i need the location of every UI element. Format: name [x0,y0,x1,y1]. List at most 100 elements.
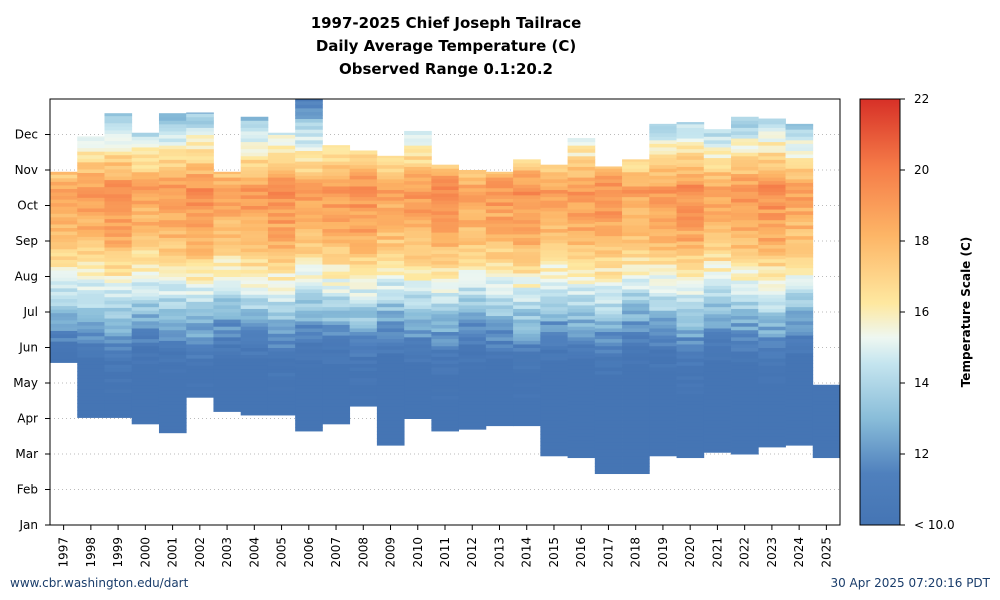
heatmap-cell [594,256,623,262]
heatmap-cell [295,99,323,102]
heatmap-cell [158,152,187,157]
heatmap-cell [649,193,677,198]
heatmap-cell [240,166,269,171]
heatmap-cell [131,406,160,411]
heatmap-cell [731,177,759,182]
colorbar-tick-label: 20 [914,163,929,177]
heatmap-cell [404,184,432,189]
chart-title-line-1: 1997-2025 Chief Joseph Tailrace [311,14,582,32]
heatmap-cell [186,322,214,327]
heatmap-cell [703,281,732,286]
heatmap-cell [458,230,487,235]
heatmap-cell [540,271,568,276]
heatmap-cell [785,434,814,439]
heatmap-cell [731,276,759,281]
heatmap-cell [622,462,650,467]
heatmap-cell [295,370,323,375]
heatmap-cell [376,367,405,372]
heatmap-cell [104,161,133,166]
heatmap-cell [594,299,623,304]
heatmap-cell [594,166,623,169]
heatmap-cell [594,434,623,439]
heatmap-cell [186,230,214,235]
heatmap-cell [540,441,568,446]
heatmap-cell [213,280,242,285]
heatmap-cell [77,360,105,365]
heatmap-cell [50,238,78,243]
heatmap-cell [567,145,596,150]
heatmap-cell [295,427,323,432]
heatmap-cell [213,187,242,192]
heatmap-cell [703,189,732,194]
heatmap-cell [322,146,351,151]
heatmap-cell [622,296,650,301]
heatmap-cell [567,383,596,388]
heatmap-cell [50,291,78,296]
heatmap-cell [622,274,650,279]
heatmap-cell [758,219,786,224]
heatmap-cell [758,418,786,423]
heatmap-cell [703,235,732,240]
heatmap-cell [104,129,133,134]
heatmap-cell [131,136,160,141]
heatmap-cell [703,317,732,322]
heatmap-cell [267,287,296,292]
heatmap-cell [458,375,487,380]
footer-source-link[interactable]: www.cbr.washington.edu/dart [10,576,189,590]
heatmap-cell [158,361,187,366]
heatmap-cell [322,168,351,173]
heatmap-cell [594,388,623,393]
heatmap-cell [540,196,568,201]
heatmap-cell [622,171,650,176]
heatmap-cell [785,228,814,233]
heatmap-cell [540,281,568,286]
heatmap-cell [703,193,732,198]
heatmap-cell [458,343,487,348]
heatmap-cell [295,139,323,144]
heatmap-cell [158,223,187,228]
heatmap-cell [540,210,568,215]
heatmap-cell [594,402,623,407]
heatmap-cell [104,296,133,301]
heatmap-cell [703,296,732,301]
heatmap-cell [376,285,405,290]
heatmap-cell [703,175,732,180]
heatmap-cell [676,230,705,235]
heatmap-cell [213,379,242,384]
heatmap-cell [622,374,650,379]
heatmap-cell [431,345,460,350]
heatmap-cell [540,377,568,382]
heatmap-cell [758,297,786,302]
heatmap-cell [104,207,133,213]
heatmap-cell [131,203,160,208]
heatmap-cell [703,306,732,311]
heatmap-cell [540,185,568,191]
heatmap-cell [404,212,432,217]
heatmap-cell [50,266,78,271]
heatmap-cell [322,338,351,343]
heatmap-cell [594,395,623,400]
heatmap-cell [186,297,214,302]
heatmap-cell [676,386,705,391]
heatmap-cell [104,136,133,142]
heatmap-cell [731,436,759,441]
heatmap-cell [349,281,378,286]
heatmap-cell [131,278,160,283]
heatmap-cell [104,325,133,330]
heatmap-cell [458,354,487,359]
heatmap-cell [458,216,487,221]
heatmap-cell [267,170,296,175]
heatmap-cell [458,191,487,196]
heatmap-cell [458,365,487,370]
heatmap-cell [322,292,351,297]
heatmap-cell [703,349,732,354]
heatmap-cell [267,365,296,370]
heatmap-cell [267,404,296,409]
heatmap-cell [431,210,460,215]
heatmap-cell [622,182,650,187]
heatmap-cell [703,249,732,254]
heatmap-cell [758,191,786,196]
heatmap-cell [567,283,596,288]
heatmap-cell [267,205,296,210]
heatmap-cell [649,242,677,247]
